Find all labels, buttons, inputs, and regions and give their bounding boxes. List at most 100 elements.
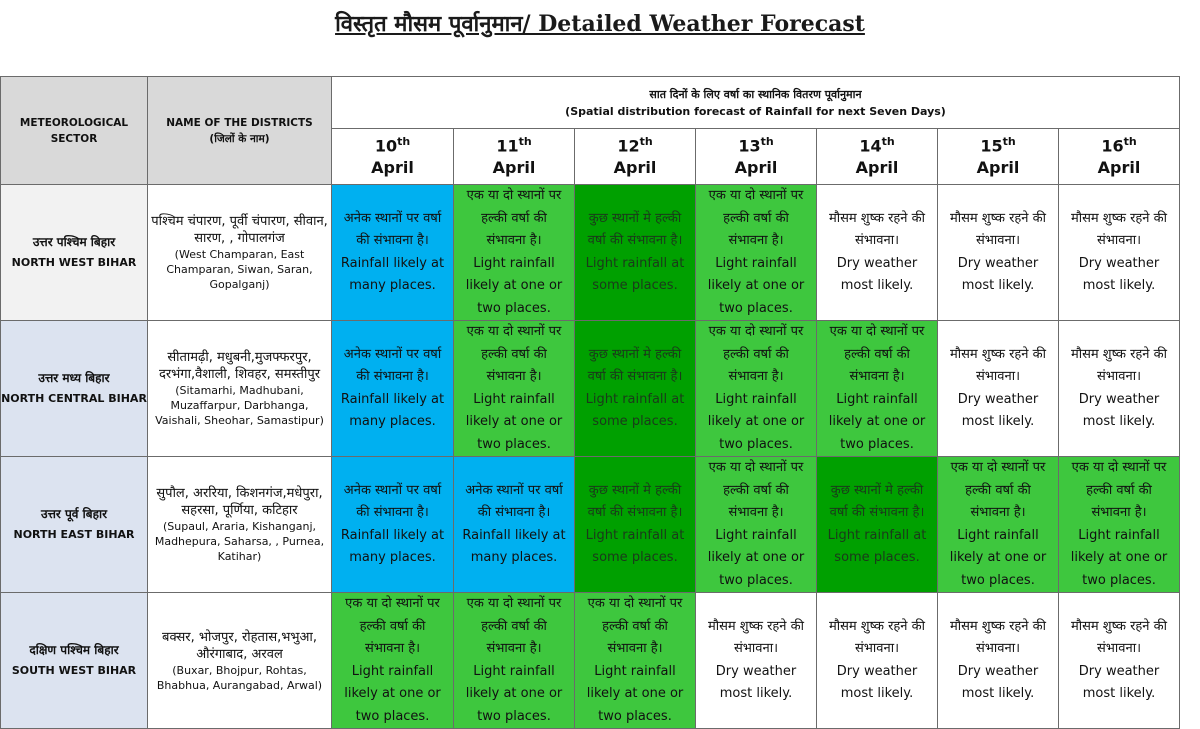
day-header: 12th April	[574, 128, 696, 185]
sector-row: दक्षिण पश्चिम बिहार SOUTH WEST BIHAR बक्सर…	[0, 592, 1180, 729]
forecast-text-en: Light rainfall likely at one or two plac…	[465, 663, 563, 724]
forecast-cell: कुछ स्थानों मे हल्की वर्षा की संभावना है…	[574, 456, 696, 593]
district-header-en: NAME OF THE DISTRICTS	[166, 116, 313, 129]
sector-name-en: NORTH EAST BIHAR	[13, 528, 135, 541]
forecast-cell: मौसम शुष्क रहने की संभावना। Dry weather m…	[816, 184, 938, 321]
day-header: 16th April	[1058, 128, 1180, 185]
day-header: 15th April	[937, 128, 1059, 185]
forecast-text-hi: मौसम शुष्क रहने की संभावना।	[707, 618, 805, 657]
forecast-cell: अनेक स्थानों पर वर्षा की संभावना है। Rain…	[453, 456, 575, 593]
forecast-text-en: Light rainfall at some places.	[585, 391, 685, 430]
forecast-cell: अनेक स्थानों पर वर्षा की संभावना है। Rain…	[331, 320, 454, 457]
day-number: 12th	[617, 134, 653, 156]
district-list-cell: बक्सर, भोजपुर, रोहतास,भभुआ, औरंगाबाद, अर…	[147, 592, 332, 729]
forecast-text-hi: कुछ स्थानों मे हल्की वर्षा की संभावना है…	[587, 482, 683, 521]
forecast-text-en: Light rainfall at some places.	[585, 527, 685, 566]
day-header: 14th April	[816, 128, 938, 185]
sector-name-cell: दक्षिण पश्चिम बिहार SOUTH WEST BIHAR	[0, 592, 148, 729]
forecast-span-en: (Spatial distribution forecast of Rainfa…	[565, 104, 946, 118]
forecast-cell: मौसम शुष्क रहने की संभावना। Dry weather m…	[695, 592, 817, 729]
forecast-text-en: Dry weather most likely.	[957, 391, 1039, 430]
sector-name-cell: उत्तर पश्चिम बिहार NORTH WEST BIHAR	[0, 184, 148, 321]
forecast-text-en: Light rainfall likely at one or two plac…	[465, 391, 563, 452]
forecast-cell: अनेक स्थानों पर वर्षा की संभावना है। Rain…	[331, 184, 454, 321]
forecast-text-en: Light rainfall likely at one or two plac…	[707, 391, 805, 452]
forecast-text-en: Dry weather most likely.	[957, 255, 1039, 294]
forecast-text-hi: मौसम शुष्क रहने की संभावना।	[1070, 618, 1168, 657]
forecast-text-hi: मौसम शुष्क रहने की संभावना।	[949, 210, 1047, 249]
page-title: विस्तृत मौसम पूर्वानुमान/ Detailed Weath…	[335, 11, 865, 37]
forecast-text-en: Dry weather most likely.	[715, 663, 797, 702]
forecast-text-en: Light rainfall likely at one or two plac…	[828, 391, 926, 452]
forecast-cell: कुछ स्थानों मे हल्की वर्षा की संभावना है…	[574, 320, 696, 457]
day-number: 13th	[738, 134, 774, 156]
forecast-text-en: Dry weather most likely.	[957, 663, 1039, 702]
forecast-text-hi: एक या दो स्थानों पर हल्की वर्षा की संभाव…	[466, 188, 562, 248]
district-list-en: (West Champaran, East Champaran, Siwan, …	[166, 248, 313, 291]
forecast-text-en: Dry weather most likely.	[1078, 255, 1160, 294]
district-list-en: (Buxar, Bhojpur, Rohtas, Bhabhua, Aurang…	[156, 663, 323, 692]
sector-row: उत्तर पश्चिम बिहार NORTH WEST BIHAR पश्चिम…	[0, 184, 1180, 321]
forecast-cell: एक या दो स्थानों पर हल्की वर्षा की संभाव…	[453, 320, 575, 457]
forecast-cell: मौसम शुष्क रहने की संभावना। Dry weather m…	[937, 320, 1059, 457]
forecast-text-hi: मौसम शुष्क रहने की संभावना।	[828, 618, 926, 657]
forecast-text-hi: मौसम शुष्क रहने की संभावना।	[949, 618, 1047, 657]
district-list-en: (Supaul, Araria, Kishanganj, Madhepura, …	[154, 520, 325, 563]
forecast-cell: मौसम शुष्क रहने की संभावना। Dry weather m…	[1058, 184, 1180, 321]
forecast-cell: एक या दो स्थानों पर हल्की वर्षा की संभाव…	[1058, 456, 1180, 593]
forecast-cell: मौसम शुष्क रहने की संभावना। Dry weather m…	[937, 592, 1059, 729]
forecast-cell: मौसम शुष्क रहने की संभावना। Dry weather m…	[937, 184, 1059, 321]
forecast-cell: मौसम शुष्क रहने की संभावना। Dry weather m…	[1058, 320, 1180, 457]
forecast-text-hi: अनेक स्थानों पर वर्षा की संभावना है।	[343, 210, 442, 249]
forecast-text-en: Light rainfall likely at one or two plac…	[707, 527, 805, 588]
district-list-hi: सुपौल, अररिया, किशनगंज,मधेपुरा, सहरसा, प…	[156, 486, 323, 518]
forecast-text-hi: एक या दो स्थानों पर हल्की वर्षा की संभाव…	[829, 324, 925, 384]
forecast-cell: मौसम शुष्क रहने की संभावना। Dry weather m…	[1058, 592, 1180, 729]
forecast-text-en: Light rainfall likely at one or two plac…	[465, 255, 563, 316]
forecast-text-en: Dry weather most likely.	[1078, 391, 1160, 430]
district-list-cell: पश्चिम चंपारण, पूर्वी चंपारण, सीवान, सार…	[147, 184, 332, 321]
forecast-cell: एक या दो स्थानों पर हल्की वर्षा की संभाव…	[331, 592, 454, 729]
district-list-cell: सुपौल, अररिया, किशनगंज,मधेपुरा, सहरसा, प…	[147, 456, 332, 593]
day-month: April	[613, 158, 657, 178]
forecast-text-hi: मौसम शुष्क रहने की संभावना।	[1070, 346, 1168, 385]
day-month: April	[855, 158, 899, 178]
sector-name-en: SOUTH WEST BIHAR	[11, 664, 137, 677]
forecast-text-en: Light rainfall at some places.	[827, 527, 927, 566]
forecast-cell: एक या दो स्थानों पर हल्की वर्षा की संभाव…	[695, 184, 817, 321]
forecast-span-header: सात दिनों के लिए वर्षा का स्थानिक वितरण …	[331, 76, 1180, 129]
forecast-text-en: Dry weather most likely.	[836, 663, 918, 702]
forecast-text-en: Light rainfall likely at one or two plac…	[707, 255, 805, 316]
forecast-text-hi: अनेक स्थानों पर वर्षा की संभावना है।	[343, 482, 442, 521]
district-list-hi: पश्चिम चंपारण, पूर्वी चंपारण, सीवान, सार…	[151, 214, 328, 246]
forecast-text-hi: एक या दो स्थानों पर हल्की वर्षा की संभाव…	[587, 596, 683, 656]
forecast-text-hi: अनेक स्थानों पर वर्षा की संभावना है।	[465, 482, 563, 521]
district-list-cell: सीतामढ़ी, मधुबनी,मुजफ्फरपुर, दरभंगा,वैशा…	[147, 320, 332, 457]
forecast-text-en: Light rainfall likely at one or two plac…	[949, 527, 1047, 588]
sector-name-en: NORTH CENTRAL BIHAR	[1, 392, 147, 405]
forecast-text-en: Light rainfall likely at one or two plac…	[586, 663, 684, 724]
day-header: 10th April	[331, 128, 454, 185]
forecast-cell: एक या दो स्थानों पर हल्की वर्षा की संभाव…	[453, 184, 575, 321]
day-header: 13th April	[695, 128, 817, 185]
day-number: 10th	[374, 134, 411, 156]
forecast-text-en: Rainfall likely at many places.	[340, 391, 445, 430]
forecast-cell: एक या दो स्थानों पर हल्की वर्षा की संभाव…	[695, 320, 817, 457]
forecast-text-hi: एक या दो स्थानों पर हल्की वर्षा की संभाव…	[708, 460, 804, 520]
forecast-text-hi: कुछ स्थानों मे हल्की वर्षा की संभावना है…	[587, 210, 683, 249]
forecast-cell: एक या दो स्थानों पर हल्की वर्षा की संभाव…	[695, 456, 817, 593]
forecast-cell: एक या दो स्थानों पर हल्की वर्षा की संभाव…	[937, 456, 1059, 593]
forecast-text-en: Dry weather most likely.	[836, 255, 918, 294]
forecast-text-hi: एक या दो स्थानों पर हल्की वर्षा की संभाव…	[950, 460, 1046, 520]
forecast-text-hi: एक या दो स्थानों पर हल्की वर्षा की संभाव…	[466, 324, 562, 384]
forecast-text-en: Light rainfall likely at one or two plac…	[344, 663, 441, 724]
forecast-cell: एक या दो स्थानों पर हल्की वर्षा की संभाव…	[453, 592, 575, 729]
forecast-text-hi: एक या दो स्थानों पर हल्की वर्षा की संभाव…	[708, 188, 804, 248]
forecast-text-hi: एक या दो स्थानों पर हल्की वर्षा की संभाव…	[708, 324, 804, 384]
sector-name-cell: उत्तर मध्य बिहार NORTH CENTRAL BIHAR	[0, 320, 148, 457]
forecast-text-en: Light rainfall likely at one or two plac…	[1070, 527, 1168, 588]
day-month: April	[1097, 158, 1141, 178]
forecast-text-hi: अनेक स्थानों पर वर्षा की संभावना है।	[343, 346, 442, 385]
forecast-text-hi: मौसम शुष्क रहने की संभावना।	[1070, 210, 1168, 249]
forecast-text-hi: एक या दो स्थानों पर हल्की वर्षा की संभाव…	[466, 596, 562, 656]
